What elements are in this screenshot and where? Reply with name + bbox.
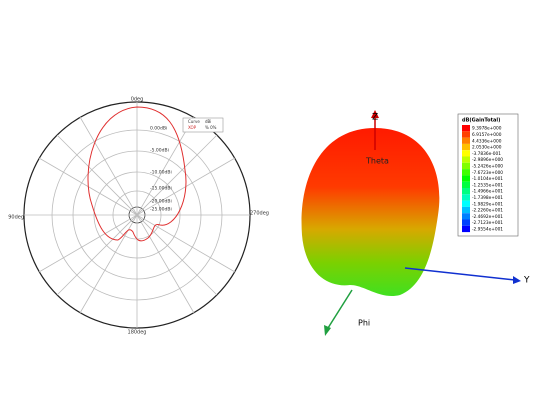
pattern-surface [301, 128, 440, 297]
legend-value: -5.2426e+000 [472, 164, 503, 170]
legend-value: -2.2260e+001 [472, 208, 503, 214]
ring-label: -25.00dBi [150, 207, 172, 213]
legend-value: 2.0530e+000 [472, 145, 502, 151]
y-arrow [513, 276, 521, 284]
legend-swatch [462, 150, 470, 157]
ring-label: -20.00dBi [150, 199, 172, 205]
legend-entry: % 0% [205, 125, 217, 130]
legend-value: -7.6723e+000 [472, 170, 503, 176]
z-arrow [371, 110, 379, 118]
legend-swatch [462, 156, 470, 163]
phi-arrow [324, 325, 331, 336]
legend-value: -1.9829e+001 [472, 201, 503, 207]
legend-value: 9.3978e+000 [472, 126, 502, 132]
legend-value: -2.7123e+001 [472, 220, 503, 226]
legend-value: 4.4336e+000 [472, 138, 502, 144]
legend-swatch [462, 125, 470, 132]
y-axis [404, 267, 516, 281]
ring-label: -10.00dBi [150, 170, 172, 176]
legend-swatch [462, 213, 470, 220]
legend-value: -1.2535e+001 [472, 182, 503, 188]
legend-value: -3.7836e-001 [472, 151, 501, 157]
legend-value: -1.4966e+001 [472, 189, 503, 195]
legend-title: dB(GainTotal) [462, 118, 500, 124]
legend-header: Curve [188, 119, 200, 124]
axis-label: Y [523, 276, 530, 286]
legend-value: -2.4692e+001 [472, 214, 503, 220]
legend-box [182, 117, 224, 133]
legend-entry: XOP [188, 125, 197, 130]
pattern-curve [87, 106, 187, 242]
legend-swatch [462, 137, 470, 144]
phi-axis [327, 289, 353, 329]
ring-label: -5.00dBi [150, 148, 169, 154]
polar-grid [24, 102, 250, 328]
legend-swatch [462, 206, 470, 214]
legend-value: -1.0104e+001 [472, 176, 503, 182]
legend-swatch [462, 219, 470, 226]
angle-label: 180deg [128, 330, 147, 336]
angle-label: 0deg [131, 97, 144, 103]
legend-value: -2.9896e+000 [472, 157, 503, 163]
angle-label: 90deg [8, 215, 24, 221]
legend-swatch [462, 200, 470, 207]
legend-value: -1.7398e+001 [472, 195, 503, 201]
angle-label: 270deg [250, 211, 269, 217]
legend-swatch [462, 169, 470, 176]
legend-swatch [462, 225, 470, 233]
legend-swatch [462, 162, 470, 170]
legend-swatch [462, 131, 470, 138]
radiation-3d [301, 110, 521, 336]
legend-swatch [462, 175, 470, 182]
axis-label: Z [372, 113, 378, 123]
axis-label: Theta [365, 157, 389, 166]
ring-label: -15.00dBi [150, 186, 172, 192]
legend-value: 6.9157e+000 [472, 132, 502, 138]
legend-swatch [462, 181, 470, 188]
legend-header: dBi [205, 119, 211, 124]
legend-swatch [462, 194, 470, 201]
axis-label: Phi [358, 319, 370, 328]
legend-swatch [462, 188, 470, 195]
polar-plot [10, 95, 268, 330]
legend-swatch [462, 143, 470, 151]
legend-value: -2.9554e+001 [472, 227, 503, 233]
ring-label: 0.00dBi [150, 126, 167, 132]
